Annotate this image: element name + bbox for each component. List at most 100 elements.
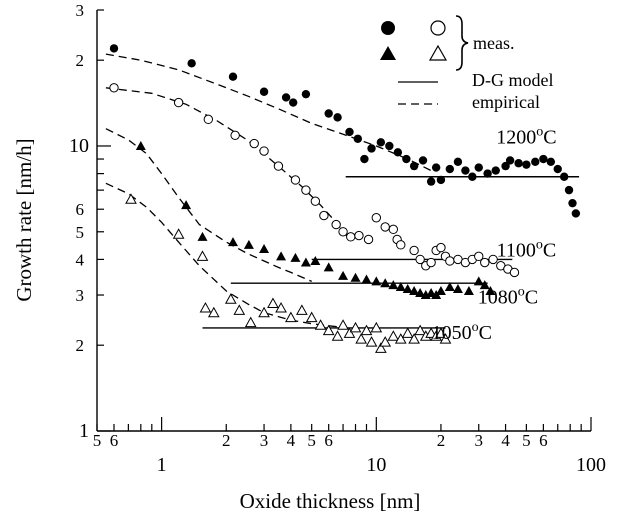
point-filled-triangle [181,200,192,210]
point-open-circle [426,257,436,268]
x-tick-label: 100 [576,454,606,476]
point-filled-triangle [431,290,442,300]
point-filled-circle [501,161,510,171]
point-filled-circle [353,134,363,143]
point-filled-triangle [323,262,334,272]
point-filled-triangle [350,272,361,282]
legend-brace [455,15,469,71]
point-open-triangle [331,330,344,341]
point-open-circle [249,138,259,149]
point-open-circle [488,254,498,265]
point-filled-circle [474,163,483,172]
y-tick-label: 3 [76,1,85,20]
point-open-triangle [233,304,246,315]
point-open-triangle [375,342,387,353]
point-filled-circle [431,163,441,172]
x-tick-label: 6 [110,431,119,450]
point-open-triangle [296,304,308,315]
point-filled-circle [324,109,333,118]
point-open-circle [310,196,321,206]
point-open-triangle [370,321,383,333]
axes [96,9,592,432]
x-tick-label: 6 [324,431,333,450]
point-open-triangle [439,333,452,344]
point-open-circle [388,224,399,235]
point-filled-circle [546,157,556,167]
x-tick-label: 5 [522,431,531,450]
point-filled-triangle [415,287,426,297]
legend-filled-triangle-marker [380,46,396,60]
point-filled-circle [360,154,369,164]
point-filled-circle [281,93,291,102]
y-tick-label: 1 [79,420,89,442]
point-filled-circle [491,166,500,175]
point-filled-triangle [290,252,301,262]
point-open-triangle [379,336,392,347]
point-open-triangle [244,316,257,328]
point-open-triangle [394,333,407,344]
x-tick-label: 1 [157,454,167,476]
point-filled-circle [259,87,269,96]
point-filled-triangle [479,280,490,290]
point-filled-circle [426,177,436,186]
point-filled-circle [385,141,394,151]
point-open-circle [338,227,348,237]
point-filled-circle [461,166,470,175]
point-filled-triangle [310,255,321,265]
point-open-circle [173,97,184,108]
point-filled-triangle [135,140,146,150]
point-filled-triangle [371,276,382,286]
point-filled-triangle [395,282,406,292]
point-open-circle [203,114,214,125]
point-filled-circle [345,127,354,137]
point-open-triangle [196,250,209,261]
point-filled-triangle [227,237,238,247]
temperature-label: 1080oC [478,285,538,309]
point-open-triangle [401,327,414,338]
point-open-triangle [125,193,137,204]
point-filled-circle [453,157,463,167]
point-filled-circle [571,209,581,218]
point-open-circle [346,232,356,242]
x-axis-label: Oxide thickness [nm] [240,489,421,513]
point-open-triangle [435,327,447,338]
y-tick-label: 2 [76,336,85,355]
point-open-circle [474,251,484,262]
point-open-triangle [224,293,237,304]
point-open-triangle [349,321,362,333]
legend-measured-label: meas. [473,33,514,53]
empirical-curve [105,87,351,240]
point-open-circle [380,222,390,232]
point-filled-triangle [444,282,455,292]
point-filled-circle [559,172,569,181]
empirical-curve [105,53,432,172]
point-filled-triangle [243,239,254,249]
point-filled-circle [376,138,386,147]
point-open-triangle [408,333,420,344]
point-filled-triangle [338,270,349,280]
x-tick-label: 3 [474,431,483,450]
point-open-circle [445,256,455,266]
point-open-circle [363,234,374,245]
point-filled-circle [514,159,523,168]
point-open-triangle [285,311,297,323]
point-open-triangle [360,324,373,336]
point-filled-circle [393,148,403,157]
temperature-label: 1050oC [432,320,492,344]
x-tick-label: 10 [366,454,386,476]
x-tick-label: 2 [437,431,446,450]
legend: meas. D-G model empirical [380,15,553,112]
point-filled-circle [409,161,419,171]
point-open-circle [273,161,284,171]
point-open-circle [509,267,520,278]
point-open-circle [319,210,329,221]
x-tick-label: 2 [222,431,231,450]
point-open-circle [331,219,341,230]
x-tick-label: 3 [260,431,269,450]
point-open-circle [480,257,490,268]
legend-empirical-label: empirical [472,92,540,112]
point-open-triangle [343,327,356,338]
point-open-triangle [322,324,335,336]
point-filled-triangle [452,283,463,293]
temperature-label: 1200oC [496,125,556,149]
